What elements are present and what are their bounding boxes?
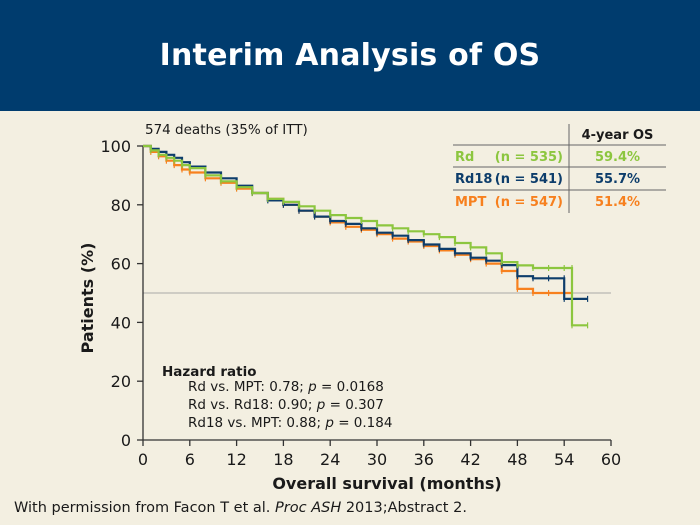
y-tick-label: 80 [111, 196, 131, 215]
series-line-rd18 [143, 146, 588, 299]
x-tick-label: 24 [320, 450, 340, 469]
hazard-ratio-comparison: Rd vs. Rd18: 0.90; [188, 397, 317, 413]
hazard-ratio-p-value: = 0.307 [325, 397, 384, 413]
x-tick-label: 42 [460, 450, 480, 469]
y-tick-label: 100 [100, 137, 131, 156]
hazard-ratio-line: Rd vs. MPT: 0.78; p = 0.0168 [188, 379, 384, 395]
deaths-annotation: 574 deaths (35% of ITT) [145, 122, 308, 138]
x-tick-label: 36 [414, 450, 434, 469]
legend-os-rd: 59.4% [595, 150, 640, 165]
x-tick-label: 54 [554, 450, 574, 469]
series-line-mpt [143, 146, 572, 293]
hazard-ratio-comparison: Rd vs. MPT: 0.78; [188, 379, 308, 395]
legend-table-header: 4-year OS [582, 128, 654, 143]
x-tick-label: 18 [273, 450, 293, 469]
hazard-ratio-p-symbol: p [316, 397, 326, 413]
legend-os-mpt: 51.4% [595, 195, 640, 210]
slide-header: Interim Analysis of OS [0, 0, 700, 111]
x-tick-label: 48 [507, 450, 527, 469]
hazard-ratio-p-symbol: p [324, 415, 334, 431]
y-axis-label: Patients (%) [78, 243, 97, 354]
hazard-ratio-line: Rd18 vs. MPT: 0.88; p = 0.184 [188, 415, 392, 431]
citation-footer: With permission from Facon T et al. Proc… [14, 500, 467, 516]
legend-os-rd18: 55.7% [595, 172, 640, 187]
hazard-ratio-title: Hazard ratio [162, 364, 257, 380]
legend-n-rd: (n = 535) [495, 150, 563, 165]
y-tick-label: 40 [111, 313, 131, 332]
legend-n-rd18: (n = 541) [495, 172, 563, 187]
legend-name-rd18: Rd18 [455, 172, 492, 187]
x-tick-label: 60 [601, 450, 621, 469]
x-tick-label: 6 [185, 450, 195, 469]
x-tick-label: 30 [367, 450, 387, 469]
citation-suffix: 2013;Abstract 2. [341, 500, 467, 516]
hazard-ratio-comparison: Rd18 vs. MPT: 0.88; [188, 415, 325, 431]
y-tick-label: 20 [111, 372, 131, 391]
hazard-ratio-p-symbol: p [307, 379, 317, 395]
citation-journal: Proc ASH [275, 500, 341, 516]
y-tick-label: 60 [111, 255, 131, 274]
x-axis-label: Overall survival (months) [272, 474, 501, 493]
hazard-ratio-p-value: = 0.0168 [317, 379, 384, 395]
survival-chart: 0 20 40 60 80 100 0 6 12 18 24 30 36 42 48 54 60 Overall … [0, 111, 700, 500]
legend-name-mpt: MPT [455, 195, 486, 210]
slide-title: Interim Analysis of OS [160, 38, 541, 73]
y-tick-label: 0 [121, 431, 131, 450]
x-tick-label: 0 [138, 450, 148, 469]
citation-prefix: With permission from Facon T et al. [14, 500, 275, 516]
hazard-ratio-p-value: = 0.184 [334, 415, 393, 431]
legend-n-mpt: (n = 547) [495, 195, 563, 210]
hazard-ratio-line: Rd vs. Rd18: 0.90; p = 0.307 [188, 397, 384, 413]
x-tick-label: 12 [226, 450, 246, 469]
legend-name-rd: Rd [455, 150, 474, 165]
